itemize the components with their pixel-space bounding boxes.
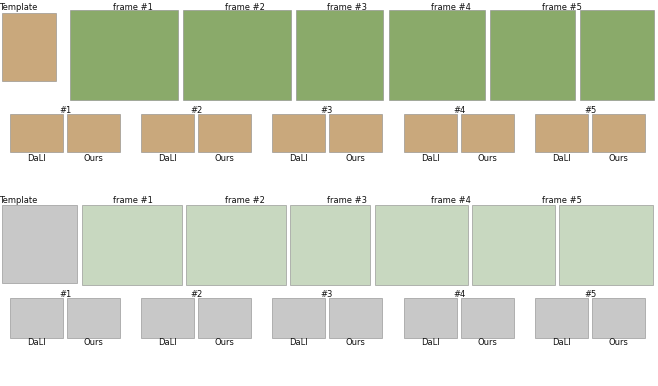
Text: #1: #1 <box>59 106 71 115</box>
Bar <box>290 205 370 285</box>
Text: DaLI: DaLI <box>552 154 571 163</box>
Text: DaLI: DaLI <box>421 338 440 347</box>
Text: frame #5: frame #5 <box>542 196 582 205</box>
Bar <box>198 298 251 338</box>
Text: frame #5: frame #5 <box>542 3 582 12</box>
Text: Template: Template <box>0 196 38 205</box>
Text: DaLI: DaLI <box>289 338 308 347</box>
Text: #4: #4 <box>453 290 465 299</box>
Bar <box>461 298 514 338</box>
Text: Ours: Ours <box>345 338 365 347</box>
Bar <box>141 298 194 338</box>
Text: #3: #3 <box>321 290 333 299</box>
Text: frame #1: frame #1 <box>113 3 153 12</box>
Bar <box>389 10 485 100</box>
Bar <box>272 114 325 152</box>
Text: frame #3: frame #3 <box>327 196 367 205</box>
Text: #2: #2 <box>190 290 202 299</box>
Bar <box>2 205 77 283</box>
Text: #4: #4 <box>453 106 465 115</box>
Text: Ours: Ours <box>84 154 103 163</box>
Bar <box>2 13 56 81</box>
Bar <box>186 205 286 285</box>
Bar <box>472 205 555 285</box>
Text: DaLI: DaLI <box>289 154 308 163</box>
Bar <box>329 114 382 152</box>
Text: DaLI: DaLI <box>27 154 46 163</box>
Text: Ours: Ours <box>345 154 365 163</box>
Bar <box>272 298 325 338</box>
Text: #3: #3 <box>321 106 333 115</box>
Bar <box>67 114 120 152</box>
Text: #2: #2 <box>190 106 202 115</box>
Bar <box>592 298 645 338</box>
Bar <box>10 114 63 152</box>
Text: Ours: Ours <box>215 338 234 347</box>
Text: DaLI: DaLI <box>552 338 571 347</box>
Bar <box>375 205 468 285</box>
Text: Ours: Ours <box>609 154 628 163</box>
Bar <box>67 298 120 338</box>
Text: Ours: Ours <box>478 338 497 347</box>
Text: Ours: Ours <box>609 338 628 347</box>
Text: frame #2: frame #2 <box>225 3 265 12</box>
Text: frame #1: frame #1 <box>113 196 153 205</box>
Bar <box>535 114 588 152</box>
Text: Ours: Ours <box>84 338 103 347</box>
Text: #1: #1 <box>59 290 71 299</box>
Bar <box>592 114 645 152</box>
Bar <box>580 10 654 100</box>
Text: Template: Template <box>0 3 38 12</box>
Bar <box>141 114 194 152</box>
Bar <box>535 298 588 338</box>
Bar <box>404 298 457 338</box>
Bar <box>70 10 178 100</box>
Text: DaLI: DaLI <box>27 338 46 347</box>
Bar <box>404 114 457 152</box>
Text: Ours: Ours <box>215 154 234 163</box>
Text: frame #3: frame #3 <box>327 3 367 12</box>
Bar <box>82 205 182 285</box>
Text: DaLI: DaLI <box>158 338 177 347</box>
Bar <box>198 114 251 152</box>
Bar <box>559 205 653 285</box>
Bar <box>10 298 63 338</box>
Text: DaLI: DaLI <box>421 154 440 163</box>
Text: frame #4: frame #4 <box>431 3 471 12</box>
Bar <box>329 298 382 338</box>
Text: frame #4: frame #4 <box>431 196 471 205</box>
Text: Ours: Ours <box>478 154 497 163</box>
Bar <box>296 10 383 100</box>
Bar <box>490 10 575 100</box>
Bar <box>183 10 291 100</box>
Text: DaLI: DaLI <box>158 154 177 163</box>
Text: #5: #5 <box>584 290 596 299</box>
Text: #5: #5 <box>584 106 596 115</box>
Bar <box>461 114 514 152</box>
Text: frame #2: frame #2 <box>225 196 265 205</box>
